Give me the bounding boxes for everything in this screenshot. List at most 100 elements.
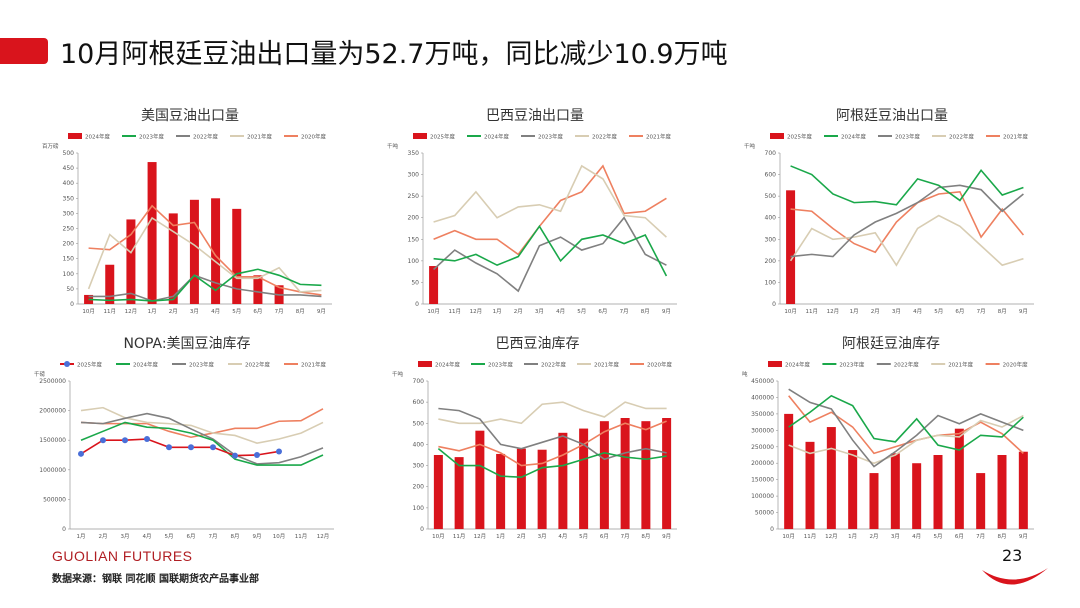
chart-title: 巴西豆油库存 [495,336,580,352]
data-point [188,444,194,451]
y-tick-label: 200 [765,258,777,265]
legend-item: 2025年度 [413,133,455,141]
x-tick-label: 2月 [514,308,523,315]
legend-label: 2021年度 [948,361,973,369]
bar [890,453,900,529]
x-tick-label: 10月 [82,308,95,315]
chart-title: 美国豆油出口量 [141,108,239,124]
legend-label: 2023年度 [839,361,864,369]
legend-item: 2021年度 [284,361,326,369]
y-tick-label: 350 [408,150,420,157]
legend-item: 2023年度 [878,133,920,141]
x-tick-label: 4月 [143,533,152,540]
series-line [790,190,1025,254]
y-tick-label: 350000 [751,411,774,418]
series-line [88,274,322,302]
page-number: 23 [1002,546,1023,565]
x-tick-label: 5月 [934,533,943,540]
legend-item: 2023年度 [122,133,164,141]
y-tick-label: 150 [63,256,75,263]
x-tick-label: 5月 [165,533,174,540]
bar [848,450,858,529]
x-tick-label: 1月 [493,308,502,315]
bar [662,418,672,529]
y-tick-label: 200 [63,241,75,248]
x-tick-label: 2月 [871,308,880,315]
x-tick-label: 8月 [641,308,650,315]
legend-label: 2024年度 [785,361,810,369]
x-tick-label: 7月 [620,308,629,315]
legend-label: 2024年度 [435,361,460,369]
legend-item: 2023年度 [471,361,513,369]
y-tick-label: 500 [63,150,75,157]
x-tick-label: 10月 [432,533,445,540]
series-line [433,224,668,277]
x-tick-label: 12月 [125,308,137,315]
x-tick-label: 4月 [912,533,921,540]
legend-swatch [418,361,432,367]
bar [168,213,178,304]
x-tick-label: 3月 [891,533,900,540]
chart-ar-export: 阿根廷豆油出口量 2025年度 2024年度 2023年度 2022年度 2021年度千… [742,105,1042,320]
legend-item: 2022年度 [876,361,919,369]
x-tick-label: 10月 [784,308,797,315]
legend-item: 2022年度 [524,361,566,369]
series-line [80,438,280,457]
chart-title: 阿根廷豆油库存 [842,336,940,352]
y-tick-label: 700 [413,378,425,385]
bar [784,413,794,529]
x-tick-label: 2月 [169,308,178,315]
x-tick-label: 3月 [535,308,544,315]
y-tick-label: 100000 [751,493,774,500]
bar [84,294,94,304]
bar [429,266,439,304]
y-tick-label: 300 [63,210,75,217]
y-tick-label: 100 [413,505,425,512]
legend-item: 2021年度 [931,361,974,369]
legend-label: 2022年度 [193,133,218,141]
legend-item: 2025年度 [60,361,102,369]
x-tick-label: 5月 [577,308,586,315]
legend-item: 2022年度 [176,133,218,141]
x-tick-label: 9月 [1019,308,1028,315]
y-tick-label: 0 [770,526,774,533]
brand-logo-text: GUOLIAN FUTURES [52,548,193,564]
bar [933,455,943,529]
series-line [87,216,322,293]
legend-label: 2020年度 [301,133,326,141]
legend: 2024年度 2023年度 2022年度 2021年度 2020年度 [68,133,326,141]
legend-swatch [768,361,782,367]
x-tick-label: 7月 [275,308,284,315]
y-tick-label: 500 [765,193,777,200]
series-line [88,268,322,302]
y-tick-label: 600 [765,172,777,179]
x-tick-label: 11月 [806,308,819,315]
legend-item: 2024年度 [768,361,810,369]
series-line [788,388,1024,468]
series-line [790,165,1024,206]
bar [516,448,526,529]
bar [620,418,630,529]
legend-item: 2024年度 [116,361,158,369]
chart-ar-stock: 阿根廷豆油库存 2024年度 2023年度 2022年度 2021年度 2020年度吨 0… [740,333,1042,545]
x-tick-label: 9月 [317,308,326,315]
chart-title: 阿根廷豆油出口量 [836,108,948,124]
series-line [80,412,324,465]
legend-item: 2021年度 [986,133,1028,141]
x-tick-label: 6月 [253,308,262,315]
chart-br-export: 巴西豆油出口量 2025年度 2024年度 2023年度 2022年度 2021年度 千吨… [385,105,685,320]
legend-label: 2023年度 [139,133,164,141]
series-line [433,164,667,256]
x-tick-label: 8月 [231,533,240,540]
y-tick-label: 300 [413,463,425,470]
y-tick-label: 200 [408,215,420,222]
axis-unit-label: 千吨 [392,370,404,378]
legend-label: 2022年度 [949,133,974,141]
series-line [788,414,1024,465]
bar [954,428,964,529]
data-point [122,437,128,444]
legend-label: 2025年度 [77,361,102,369]
legend-label: 2024年度 [484,133,509,141]
